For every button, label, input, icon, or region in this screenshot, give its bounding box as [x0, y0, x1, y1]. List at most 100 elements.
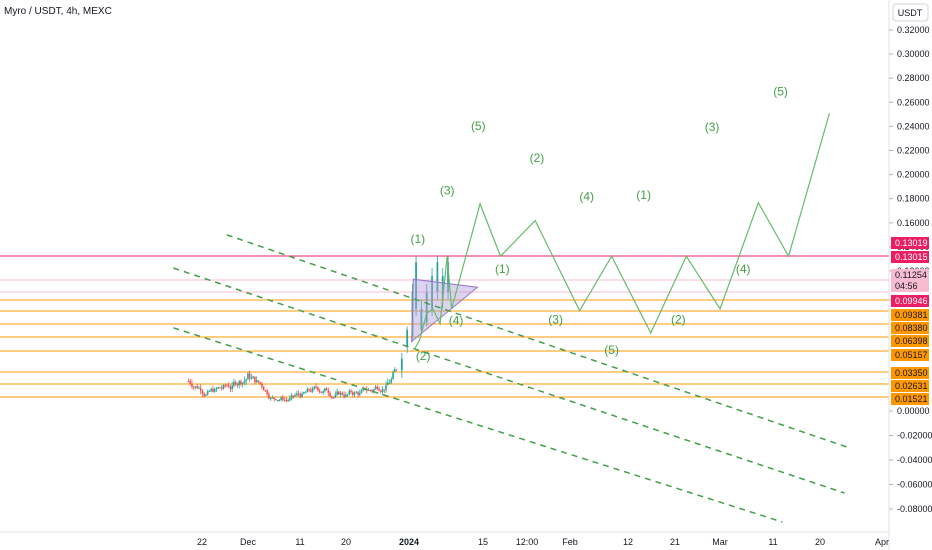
currency-button[interactable]: USDT [892, 3, 929, 22]
candle-body [248, 373, 251, 379]
candle-body [393, 369, 396, 373]
candle-body [311, 388, 314, 392]
candle-body [276, 399, 279, 401]
candle-body [275, 399, 277, 401]
y-tick-label: -0.06000 [897, 480, 932, 490]
wave-label: (3) [548, 313, 563, 327]
candle-body [329, 392, 331, 397]
candle-body [388, 382, 391, 384]
time-axis[interactable]: 22 Dec 11 20 2024 15 12:00 Feb 12 21 Mar 11 20 Apr [197, 537, 889, 547]
price-tag-label: 0.09381 [895, 310, 928, 320]
channel-line-middle [173, 267, 845, 494]
candle-body [360, 390, 363, 394]
y-tick-label: 0.32000 [897, 25, 930, 35]
candle-body [273, 397, 275, 400]
candle-body [261, 383, 263, 387]
candle-body [194, 386, 197, 388]
wave-label: (4) [449, 314, 464, 328]
candle-body [222, 385, 225, 389]
price-tag [891, 295, 929, 307]
candle-body [348, 390, 351, 395]
candle-body [420, 308, 423, 330]
wave-label: (1) [410, 232, 425, 246]
y-tick-label: 0.00000 [897, 406, 930, 416]
candle-body [217, 387, 219, 389]
wave-label: (2) [671, 313, 686, 327]
candle-body [198, 387, 200, 389]
candle-body [341, 392, 344, 395]
x-tick-label: Feb [562, 537, 578, 547]
price-tag [891, 269, 929, 281]
horizontal-levels [0, 255, 889, 398]
candle-body [367, 389, 370, 391]
pennant-pattern [411, 278, 479, 343]
candle-body [196, 386, 199, 389]
candle-body [346, 394, 349, 396]
candle-body [400, 358, 403, 371]
candle-body [289, 398, 291, 400]
candle-body [395, 369, 398, 371]
candle-body [283, 399, 286, 401]
candle-body [264, 390, 267, 392]
price-tag [891, 251, 929, 263]
y-tick-label: 0.26000 [897, 97, 930, 107]
candle-body [345, 394, 347, 397]
price-tag [891, 309, 929, 321]
price-tag-label: 0.13019 [895, 238, 928, 248]
candle-body [229, 387, 232, 390]
candle-body [266, 390, 268, 395]
wave-label: (4) [579, 189, 594, 203]
candle-body [441, 276, 444, 300]
candle-body [359, 393, 361, 395]
candle-body [369, 389, 372, 391]
wave-label: (3) [705, 120, 720, 134]
price-tag-label: 0.01521 [895, 394, 928, 404]
channel-lines [173, 234, 850, 523]
candle-body [187, 381, 190, 383]
price-tag [891, 322, 929, 334]
candle-body [205, 394, 207, 396]
chart-title: Myro / USDT, 4h, MEXC [4, 6, 112, 17]
candle-body [247, 373, 249, 380]
candle-body [243, 381, 246, 383]
candle-body [280, 397, 282, 400]
candle-body [350, 390, 352, 393]
x-tick-label: 20 [341, 537, 351, 547]
candle-body [245, 379, 247, 382]
price-tag-label: 0.05157 [895, 350, 928, 360]
candle-body [191, 383, 193, 387]
candle-body [199, 387, 202, 391]
x-tick-label: 20 [815, 537, 825, 547]
candle-body [201, 390, 204, 394]
candle-body [210, 388, 212, 391]
candle-body [406, 329, 409, 348]
wave-label: (1) [636, 188, 651, 202]
candle-body [224, 385, 226, 387]
channel-line-lower [173, 327, 783, 523]
wave-label: (2) [416, 349, 431, 363]
candle-body [318, 389, 321, 392]
candle-body [320, 391, 323, 393]
candle-body [238, 381, 240, 386]
candle-body [259, 381, 261, 384]
price-tag-label: 0.09946 [895, 296, 928, 306]
candle-body [447, 262, 449, 292]
x-tick-label: 15 [478, 537, 488, 547]
candle-body [234, 381, 237, 385]
candle-body [381, 389, 384, 393]
candle-body [376, 386, 379, 389]
price-tag [891, 380, 929, 392]
candle-body [233, 381, 235, 386]
wave-label: (3) [440, 183, 455, 197]
y-tick-label: 0.28000 [897, 73, 930, 83]
candle-body [189, 381, 192, 384]
candle-body [268, 394, 270, 399]
candle-body [308, 388, 310, 390]
price-tag-label: 0.11254 [895, 270, 927, 280]
candle-body [215, 388, 218, 390]
wave-labels: (1) (2) (3) (4) (5) (1) (2) (3) (4) (5) (1) (2) (3) (… [410, 84, 787, 362]
candle-body [425, 292, 428, 323]
price-tag-label: 0.08380 [895, 323, 928, 333]
